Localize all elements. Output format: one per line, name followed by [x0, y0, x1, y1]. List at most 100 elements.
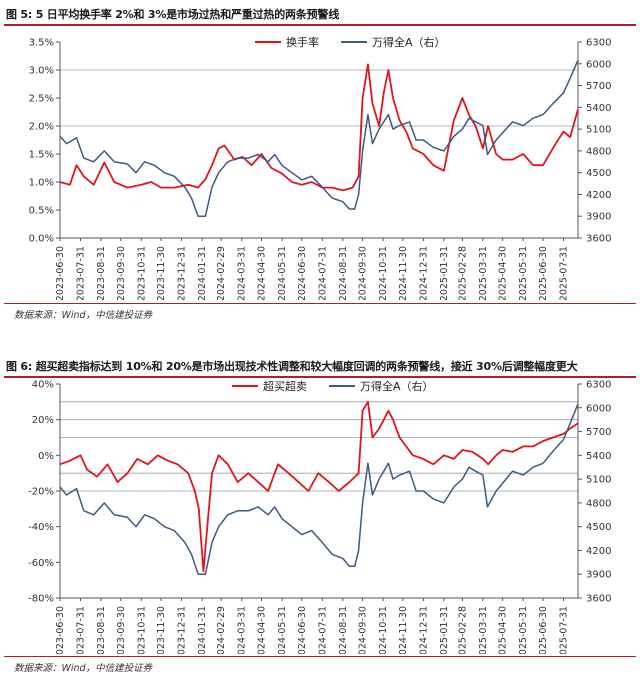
x-tick-label: 2024-03-31 — [237, 246, 248, 300]
x-tick-label: 2023-08-31 — [96, 606, 107, 654]
legend-label: 万得全A（右） — [372, 35, 446, 49]
x-tick-label: 2024-06-30 — [297, 606, 308, 654]
left-tick-label: -60% — [28, 558, 54, 569]
series-line-blue — [59, 59, 579, 217]
series-line-red — [59, 63, 579, 192]
left-tick-label: 2.0% — [29, 122, 54, 133]
x-tick-label: 2024-04-30 — [257, 606, 268, 654]
left-tick-label: 3.5% — [29, 38, 54, 49]
left-tick-label: 0% — [38, 451, 54, 462]
left-tick-label: -20% — [28, 487, 54, 498]
right-tick-label: 4200 — [586, 546, 611, 557]
x-tick-label: 2024-01-31 — [197, 246, 208, 300]
right-tick-label: 3600 — [586, 594, 611, 605]
x-tick-label: 2024-04-30 — [257, 246, 268, 300]
left-tick-label: 1.5% — [29, 150, 54, 161]
figure-6-source: 数据来源：Wind，中信建投证券 — [14, 663, 153, 674]
x-tick-label: 2024-10-31 — [378, 246, 389, 300]
x-tick-label: 2023-09-30 — [116, 606, 127, 654]
series-line-red — [59, 400, 579, 573]
right-tick-label: 6000 — [586, 403, 611, 414]
x-tick-label: 2023-07-31 — [75, 246, 86, 300]
x-tick-label: 2025-04-30 — [498, 606, 509, 654]
x-tick-label: 2023-11-30 — [156, 606, 167, 654]
left-tick-label: 40% — [32, 380, 54, 391]
x-tick-label: 2025-06-30 — [538, 606, 549, 654]
x-tick-label: 2024-07-31 — [317, 606, 328, 654]
right-tick-label: 5100 — [586, 475, 611, 486]
x-tick-label: 2025-01-31 — [439, 246, 450, 300]
legend-label: 换手率 — [286, 35, 319, 49]
right-tick-label: 6300 — [586, 380, 611, 391]
x-tick-label: 2023-07-31 — [75, 606, 86, 654]
legend-label: 超买超卖 — [263, 379, 307, 393]
series-line-blue — [59, 403, 579, 575]
left-tick-label: 1.0% — [29, 178, 54, 189]
right-tick-label: 4800 — [586, 498, 611, 509]
right-tick-label: 4800 — [586, 146, 611, 157]
x-tick-label: 2025-07-31 — [558, 606, 569, 654]
left-tick-label: 2.5% — [29, 94, 54, 105]
right-tick-label: 5400 — [586, 103, 611, 114]
x-tick-label: 2024-07-31 — [317, 246, 328, 300]
x-tick-label: 2024-06-30 — [297, 246, 308, 300]
x-tick-label: 2024-02-29 — [216, 606, 227, 654]
figure-6-bottom-rule — [4, 656, 636, 657]
x-tick-label: 2025-03-31 — [478, 606, 489, 654]
right-tick-label: 5100 — [586, 125, 611, 136]
overbought-oversold-chart: -80% -60% -40% -20% 0% 20% 40% 3600 3900 4200 4500… — [28, 379, 611, 654]
figure-5-bottom-rule — [4, 303, 636, 304]
figure-5-source: 数据来源：Wind，中信建投证券 — [14, 310, 153, 321]
x-tick-label: 2023-12-31 — [177, 246, 188, 300]
x-tick-label: 2023-10-31 — [136, 606, 147, 654]
x-tick-label: 2024-09-30 — [358, 606, 369, 654]
right-tick-label: 4200 — [586, 190, 611, 201]
right-tick-label: 6300 — [586, 38, 611, 49]
x-tick-label: 2025-06-30 — [538, 246, 549, 300]
x-tick-label: 2024-01-31 — [197, 606, 208, 654]
figure-5-title: 图 5: 5 日平均换手率 2%和 3%是市场过热和严重过热的两条预警线 — [6, 8, 340, 21]
legend: 超买超卖 万得全A（右） — [232, 379, 434, 393]
left-tick-label: 20% — [32, 415, 54, 426]
x-tick-label: 2025-04-30 — [498, 246, 509, 300]
right-tick-label: 6000 — [586, 59, 611, 70]
x-tick-label: 2023-08-31 — [96, 246, 107, 300]
x-tick-label: 2023-09-30 — [116, 246, 127, 300]
left-tick-label: 3.0% — [29, 66, 54, 77]
x-tick-label: 2024-08-31 — [338, 606, 349, 654]
x-tick-label: 2025-02-28 — [457, 606, 468, 654]
right-tick-label: 4500 — [586, 522, 611, 533]
left-tick-label: -80% — [28, 594, 54, 605]
right-tick-label: 3900 — [586, 570, 611, 581]
x-tick-label: 2024-02-29 — [216, 246, 227, 300]
legend-label: 万得全A（右） — [360, 379, 434, 393]
x-tick-label: 2023-11-30 — [156, 246, 167, 300]
x-tick-label: 2025-05-31 — [518, 606, 529, 654]
right-tick-label: 5700 — [586, 81, 611, 92]
x-tick-label: 2024-12-31 — [418, 606, 429, 654]
figure-6-title: 图 6: 超买超卖指标达到 10%和 20%是市场出现技术性调整和较大幅度回调的… — [6, 360, 578, 373]
x-tick-label: 2025-03-31 — [478, 246, 489, 300]
legend: 换手率 万得全A（右） — [255, 35, 446, 49]
x-tick-label: 2023-10-31 — [136, 246, 147, 300]
x-tick-label: 2023-12-31 — [177, 606, 188, 654]
x-tick-label: 2024-05-31 — [277, 246, 288, 300]
x-tick-label: 2024-12-31 — [418, 246, 429, 300]
x-tick-label: 2023-06-30 — [55, 246, 66, 300]
x-tick-label: 2024-09-30 — [358, 246, 369, 300]
right-tick-label: 3900 — [586, 212, 611, 223]
x-tick-label: 2024-03-31 — [237, 606, 248, 654]
x-tick-label: 2025-01-31 — [439, 606, 450, 654]
right-tick-label: 5400 — [586, 451, 611, 462]
x-tick-label: 2024-10-31 — [378, 606, 389, 654]
right-tick-label: 4500 — [586, 168, 611, 179]
x-tick-label: 2025-05-31 — [518, 246, 529, 300]
x-tick-label: 2025-07-31 — [558, 246, 569, 300]
x-tick-label: 2023-06-30 — [55, 606, 66, 654]
x-tick-label: 2025-02-28 — [457, 246, 468, 300]
turnover-chart: 0.0% 0.5% 1.0% 1.5% 2.0% 2.5% 3.0% 3.5% 3600 3900… — [29, 35, 612, 300]
figure-6-top-rule — [4, 376, 636, 378]
left-tick-label: 0.0% — [29, 234, 54, 245]
x-tick-label: 2024-08-31 — [338, 246, 349, 300]
left-tick-label: 0.5% — [29, 206, 54, 217]
